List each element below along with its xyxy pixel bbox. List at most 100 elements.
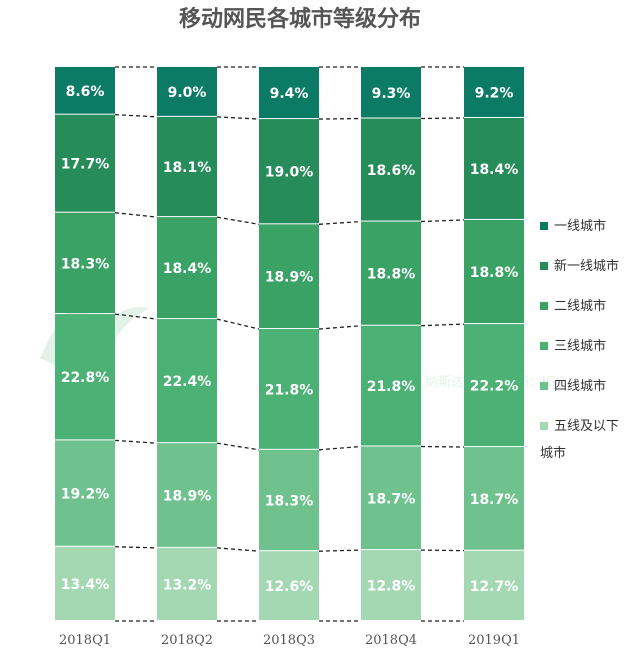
bar-segment	[361, 446, 421, 550]
segment-label: 22.2%	[470, 379, 519, 395]
bar-segment	[55, 546, 115, 620]
segment-label: 18.4%	[470, 162, 519, 178]
x-tick-label: 2019Q1	[468, 633, 520, 648]
bar-segment	[361, 118, 421, 221]
segment-label: 18.8%	[367, 267, 416, 283]
segment-label: 18.3%	[265, 494, 314, 510]
bar-segment	[259, 329, 319, 449]
x-tick-label: 2018Q2	[161, 633, 213, 648]
bar-segment	[55, 440, 115, 546]
bar-segment	[157, 217, 217, 319]
segment-label: 19.2%	[61, 487, 110, 503]
legend-label: 新一线城市	[554, 258, 619, 274]
segment-label: 18.7%	[470, 492, 519, 508]
x-tick-label: 2018Q1	[59, 633, 111, 648]
connector-line	[114, 113, 158, 118]
connector-line	[114, 313, 158, 320]
connector-line	[216, 318, 260, 330]
connector-line	[114, 212, 158, 218]
legend-label: 城市	[540, 445, 566, 461]
segment-label: 18.3%	[61, 256, 110, 272]
segment-label: 18.7%	[367, 491, 416, 507]
connector-line	[420, 445, 465, 448]
bar-segment	[464, 550, 524, 620]
legend-swatch	[540, 262, 548, 270]
segment-label: 9.4%	[270, 86, 309, 102]
bar-segment	[55, 67, 115, 114]
connector-line	[318, 445, 362, 451]
bar-segment	[464, 219, 524, 324]
segment-label: 22.8%	[61, 370, 110, 386]
segment-label: 21.8%	[367, 379, 416, 395]
connector-line	[420, 219, 465, 223]
segment-label: 18.4%	[163, 261, 212, 277]
connector-line	[216, 547, 260, 552]
legend-swatch	[540, 222, 548, 230]
connector-line	[114, 546, 158, 549]
bar-segment	[55, 212, 115, 314]
bars	[55, 67, 524, 620]
segment-label: 9.2%	[475, 85, 514, 101]
segment-label: 21.8%	[265, 382, 314, 398]
segment-label: 12.8%	[367, 579, 416, 595]
segment-label: 9.0%	[168, 85, 207, 101]
legend-label: 二线城市	[554, 298, 606, 314]
bar-segment	[464, 324, 524, 447]
bar-segment	[464, 447, 524, 550]
segment-label: 13.2%	[163, 577, 212, 593]
segment-label: 12.6%	[265, 579, 314, 595]
segment-labels: 8.6% 17.7% 18.3% 22.8% 19.2% 13.4% 9.0% 18.1% 18…	[61, 84, 519, 595]
bar-segment	[259, 67, 319, 119]
bar-segment	[361, 67, 421, 118]
bar-segment	[361, 550, 421, 620]
segment-label: 18.9%	[163, 489, 212, 505]
connector-line	[318, 549, 362, 552]
chart-title: 移动网民各城市等级分布	[179, 6, 421, 32]
bar-segment	[157, 443, 217, 547]
connector-line	[216, 442, 260, 451]
bar-segment	[157, 547, 217, 620]
segment-label: 17.7%	[61, 157, 110, 173]
connector-line	[420, 117, 465, 120]
connector-lines	[114, 66, 465, 622]
x-axis-ticks: 2018Q1 2018Q2 2018Q3 2018Q4 2019Q1	[59, 633, 520, 648]
bar-segment	[55, 114, 115, 212]
segment-label: 18.1%	[163, 160, 212, 176]
bar-segment	[464, 117, 524, 219]
x-tick-label: 2018Q4	[365, 633, 417, 648]
segment-label: 12.7%	[470, 579, 519, 595]
bar-segment	[259, 224, 319, 329]
legend-swatch	[540, 302, 548, 310]
connector-line	[114, 439, 158, 444]
legend-label: 三线城市	[554, 338, 606, 354]
segment-label: 19.0%	[265, 165, 314, 181]
legend-label: 五线及以下	[554, 419, 619, 434]
segment-label: 22.4%	[163, 374, 212, 390]
bar-segment	[157, 319, 217, 443]
x-tick-label: 2018Q3	[263, 633, 315, 648]
segment-label: 18.8%	[470, 265, 519, 281]
legend-swatch	[540, 422, 548, 430]
connector-line	[216, 216, 260, 225]
connector-line	[318, 117, 362, 120]
segment-label: 13.4%	[61, 577, 110, 593]
legend-label: 四线城市	[554, 378, 606, 394]
segment-label: 9.3%	[372, 86, 411, 102]
bar-segment	[157, 67, 217, 116]
bar-segment	[259, 551, 319, 620]
legend-swatch	[540, 342, 548, 350]
connector-line	[216, 116, 260, 120]
bar-segment	[361, 325, 421, 446]
segment-label: 18.9%	[265, 270, 314, 286]
segment-label: 18.6%	[367, 163, 416, 179]
connector-line	[420, 549, 465, 552]
bar-segment	[259, 449, 319, 551]
connector-line	[318, 325, 362, 330]
legend-swatch	[540, 382, 548, 390]
bar-segment	[157, 116, 217, 217]
connector-line	[420, 323, 465, 327]
legend-label: 一线城市	[554, 218, 606, 234]
bar-segment	[464, 67, 524, 117]
